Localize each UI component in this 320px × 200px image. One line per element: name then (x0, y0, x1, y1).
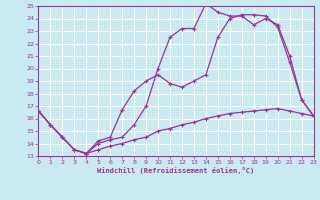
X-axis label: Windchill (Refroidissement éolien,°C): Windchill (Refroidissement éolien,°C) (97, 167, 255, 174)
